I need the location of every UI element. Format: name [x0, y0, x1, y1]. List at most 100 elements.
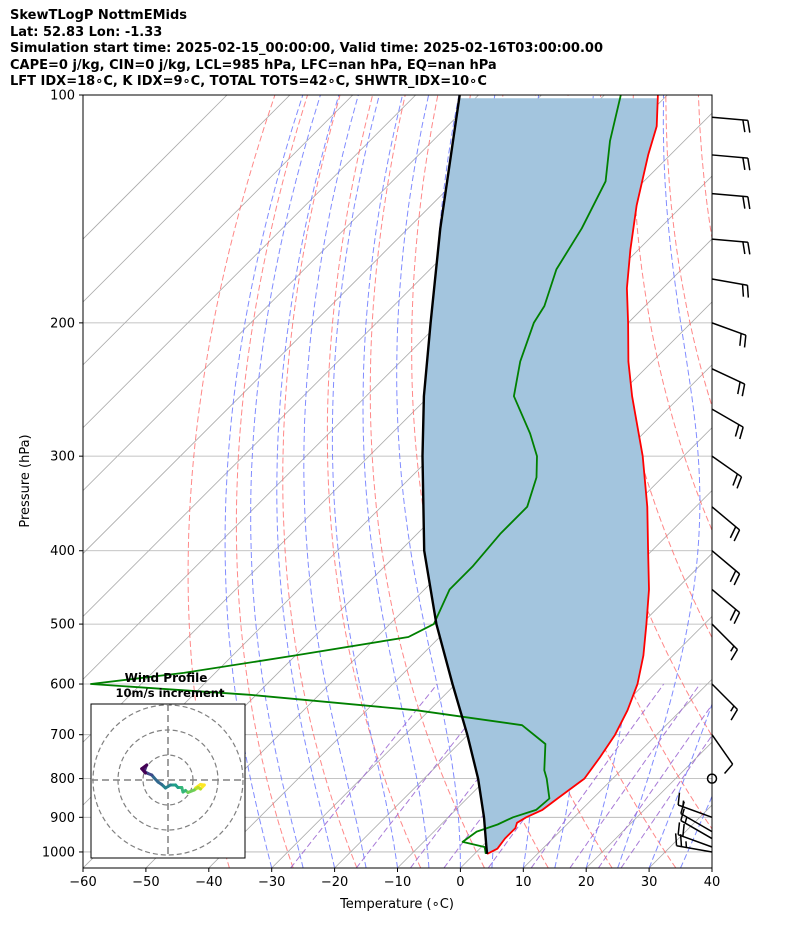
x-tick-label: −20: [321, 875, 348, 890]
dry-adiabat: [235, 95, 308, 868]
barb-staff: [711, 238, 748, 243]
temperature-line: [486, 95, 659, 855]
dry-adiabat: [282, 95, 358, 868]
barb-flag: [747, 196, 751, 210]
hodograph-title: Wind Profile: [125, 671, 208, 685]
dry-adiabat: [697, 95, 712, 241]
isotherm-line: [83, 95, 291, 303]
barb-staff: [680, 812, 713, 833]
y-tick-label: 700: [50, 728, 75, 743]
mixing-ratio-line: [597, 703, 712, 868]
barb-staff: [711, 278, 748, 286]
barb-staff: [711, 116, 748, 122]
barb-staff: [711, 455, 742, 478]
hodograph-plot: [91, 704, 245, 858]
barb-flag: [747, 157, 751, 171]
barb-flag: [739, 426, 744, 440]
barb-flag: [723, 763, 734, 775]
barb-flag: [739, 333, 742, 346]
wind-barb: [711, 154, 751, 171]
wind-barb: [711, 192, 751, 210]
dry-adiabat: [369, 95, 485, 868]
calm-circle: [706, 773, 718, 784]
barb-staff: [711, 734, 734, 765]
wind-barbs: [674, 116, 751, 853]
x-tick-label: 40: [704, 875, 721, 890]
x-tick-label: −50: [132, 875, 159, 890]
isotherm-line: [271, 427, 712, 868]
y-tick-label: 800: [50, 772, 75, 787]
wind-barb: [711, 455, 743, 489]
y-axis-label: Pressure (hPa): [18, 434, 33, 527]
moist-adiabat: [396, 95, 461, 868]
x-tick-label: 10: [515, 875, 532, 890]
hodograph-inset: Wind Profile 10m/s increment: [90, 671, 246, 859]
station-title: SkewTLogP NottmEMids: [10, 8, 188, 23]
moist-adiabat: [224, 95, 304, 868]
barb-staff: [711, 368, 745, 385]
chart-header: SkewTLogP NottmEMids Lat: 52.83 Lon: -1.…: [10, 8, 603, 91]
barb-staff: [680, 819, 713, 840]
y-tick-label: 1000: [42, 845, 75, 860]
hodograph-segment: [140, 767, 147, 775]
moist-adiabat: [303, 95, 367, 868]
barb-staff: [711, 506, 741, 531]
barb-staff: [711, 408, 744, 428]
x-tick-label: −30: [258, 875, 285, 890]
wind-barb: [711, 368, 746, 397]
hodograph-subtitle: 10m/s increment: [116, 686, 225, 700]
barb-half-flag: [730, 705, 735, 712]
stability-indices: LFT IDX=18∘C, K IDX=9∘C, TOTAL TOTS=42∘C…: [10, 74, 487, 89]
profile-lines: [90, 95, 659, 855]
y-tick-label: 100: [50, 89, 75, 104]
barb-flag: [677, 822, 681, 835]
wind-barb: [711, 238, 751, 255]
barb-flag: [729, 609, 737, 621]
x-tick-label: 20: [578, 875, 595, 890]
isotherm-line: [83, 95, 479, 492]
barb-flag: [730, 649, 739, 661]
dry-adiabat: [764, 95, 794, 868]
wind-barb: [711, 588, 741, 625]
wind-barb: [711, 683, 739, 721]
wind-barb: [711, 322, 747, 348]
barb-staff: [711, 623, 738, 651]
barb-staff: [711, 192, 748, 198]
barb-flag: [736, 476, 743, 489]
barb-staff: [711, 154, 748, 159]
barb-flag: [733, 612, 741, 625]
barb-flag: [729, 570, 737, 583]
x-tick-label: −60: [69, 875, 96, 890]
barb-flag: [677, 792, 681, 806]
y-tick-label: 600: [50, 678, 75, 693]
barb-flag: [741, 284, 745, 297]
x-tick-label: −10: [384, 875, 411, 890]
moist-adiabat: [648, 702, 712, 868]
y-tick-label: 300: [50, 450, 75, 465]
wind-barb: [711, 278, 750, 298]
y-tick-label: 900: [50, 811, 75, 826]
barb-flag: [747, 242, 751, 255]
x-tick-label: 0: [456, 875, 464, 890]
time-info: Simulation start time: 2025-02-15_00:00:…: [10, 41, 603, 56]
wind-barb: [711, 550, 741, 586]
barb-staff: [711, 322, 747, 336]
barb-half-flag: [730, 645, 735, 652]
barb-flag: [682, 824, 685, 837]
barb-flag: [737, 381, 741, 395]
moist-adiabat: [362, 95, 430, 868]
barb-flag: [743, 335, 747, 348]
dewpoint-line: [90, 95, 622, 855]
barb-flag: [733, 573, 741, 586]
wind-barb: [711, 408, 744, 440]
barb-flag: [742, 196, 746, 209]
y-tick-label: 500: [50, 618, 75, 633]
barb-flag: [742, 119, 746, 133]
barb-staff: [711, 550, 741, 575]
moist-adiabat: [276, 95, 340, 868]
x-tick-label: −40: [195, 875, 222, 890]
barb-flag: [742, 157, 746, 170]
barb-flag: [734, 424, 740, 437]
moist-adiabat: [617, 95, 701, 868]
